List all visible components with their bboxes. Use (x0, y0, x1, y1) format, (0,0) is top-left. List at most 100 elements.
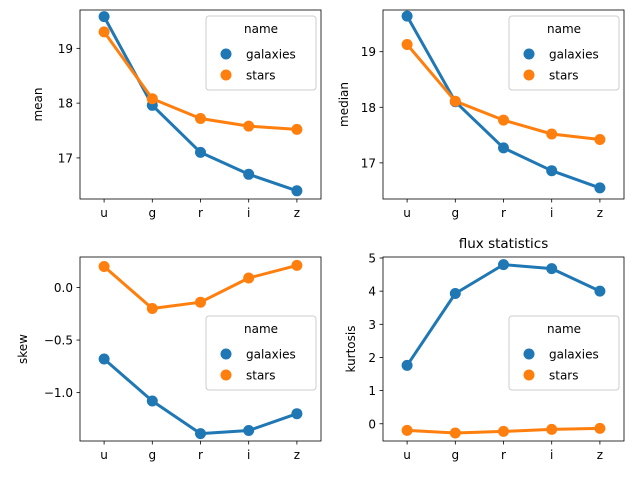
data-point-stars-i (546, 423, 558, 435)
data-point-galaxies-r (498, 259, 509, 271)
legend-marker-galaxies (220, 48, 232, 60)
x-tick-label: i (247, 448, 250, 462)
data-point-stars-i (243, 272, 255, 284)
data-point-galaxies-i (243, 168, 255, 180)
legend-marker-galaxies (523, 48, 535, 60)
data-point-galaxies-i (243, 425, 255, 436)
legend-label-stars: stars (246, 369, 276, 383)
data-point-galaxies-i (546, 165, 558, 177)
data-point-galaxies-z (291, 408, 303, 420)
y-axis-label: skew (16, 334, 30, 364)
x-tick-label: z (294, 206, 300, 220)
data-point-stars-z (291, 259, 303, 271)
data-point-galaxies-u (401, 359, 413, 371)
legend-label-galaxies: galaxies (246, 348, 296, 362)
y-tick-label: 19 (58, 42, 73, 56)
x-tick-label: u (403, 448, 411, 462)
data-point-stars-i (243, 120, 255, 132)
legend: name galaxies stars (205, 315, 317, 391)
x-tick-label: g (148, 448, 156, 462)
data-point-galaxies-u (98, 353, 110, 365)
legend-title: name (547, 322, 581, 336)
x-tick-label: r (198, 206, 203, 220)
data-point-stars-g (146, 303, 158, 314)
data-point-stars-z (594, 422, 606, 434)
data-point-galaxies-g (146, 395, 158, 407)
y-tick-label: 1 (368, 384, 376, 398)
legend-label-stars: stars (549, 69, 579, 83)
data-point-galaxies-z (594, 285, 606, 297)
x-tick-label: z (597, 448, 603, 462)
legend-title: name (244, 322, 278, 336)
legend-title: name (547, 22, 581, 36)
y-tick-label: 2 (368, 351, 376, 365)
legend-title: name (244, 22, 278, 36)
x-tick-label: z (597, 206, 603, 220)
legend-marker-stars (220, 369, 232, 381)
x-tick-label: u (403, 206, 411, 220)
x-tick-label: g (451, 206, 459, 220)
data-point-stars-z (291, 123, 303, 135)
data-point-stars-u (98, 26, 110, 38)
legend-marker-stars (523, 69, 535, 81)
legend-marker-stars (523, 369, 535, 381)
data-point-stars-u (98, 261, 110, 272)
data-point-stars-z (594, 134, 606, 145)
data-point-galaxies-u (401, 10, 413, 22)
legend-box (508, 315, 620, 391)
legend-label-stars: stars (549, 369, 579, 383)
data-point-galaxies-r (195, 146, 206, 158)
data-point-galaxies-z (291, 185, 303, 197)
data-point-galaxies-r (498, 142, 509, 154)
y-tick-label: 17 (361, 156, 376, 170)
legend-marker-stars (220, 69, 232, 81)
y-tick-label: 19 (361, 45, 376, 59)
legend-label-galaxies: galaxies (246, 48, 296, 62)
data-point-stars-r (498, 425, 509, 437)
data-point-galaxies-i (546, 263, 558, 275)
legend-label-stars: stars (246, 69, 276, 83)
x-tick-label: i (550, 206, 553, 220)
legend-marker-galaxies (220, 348, 232, 360)
chart-title: flux statistics (459, 236, 549, 252)
y-tick-label: 4 (368, 285, 376, 299)
x-tick-label: g (451, 448, 459, 462)
x-tick-label: i (550, 448, 553, 462)
x-tick-label: u (100, 206, 108, 220)
legend-label-galaxies: galaxies (549, 348, 599, 362)
legend-label-galaxies: galaxies (549, 48, 599, 62)
data-point-stars-u (401, 424, 413, 436)
x-tick-label: i (247, 206, 250, 220)
y-axis-label: kurtosis (344, 325, 358, 372)
y-tick-label: 18 (58, 97, 73, 111)
data-point-stars-r (498, 114, 509, 126)
x-tick-label: g (148, 206, 156, 220)
y-tick-label: −0.5 (44, 334, 73, 348)
y-tick-label: 3 (368, 318, 376, 332)
y-tick-label: −1.0 (44, 386, 73, 400)
data-point-stars-g (449, 427, 461, 439)
y-axis-label: mean (31, 87, 45, 121)
legend-marker-galaxies (523, 348, 535, 360)
legend: name galaxies stars (508, 15, 620, 91)
x-tick-label: r (198, 448, 203, 462)
data-point-galaxies-z (594, 182, 606, 194)
x-tick-label: u (100, 448, 108, 462)
data-point-stars-i (546, 128, 558, 140)
data-point-stars-g (146, 93, 158, 105)
data-point-stars-r (195, 296, 206, 308)
legend: name galaxies stars (508, 315, 620, 391)
data-point-galaxies-g (449, 288, 461, 299)
x-tick-label: r (501, 448, 506, 462)
y-tick-label: 0 (368, 417, 376, 431)
legend: name galaxies stars (205, 15, 317, 91)
y-tick-label: 18 (361, 101, 376, 115)
y-tick-label: 5 (368, 251, 376, 265)
subplot-mean: u g r i z 17 18 19 mean name galaxies stars (31, 9, 322, 220)
x-tick-label: z (294, 448, 300, 462)
y-axis-label: median (337, 82, 351, 127)
data-point-galaxies-r (195, 428, 206, 440)
y-tick-label: 17 (58, 151, 73, 165)
legend-box (205, 15, 317, 91)
